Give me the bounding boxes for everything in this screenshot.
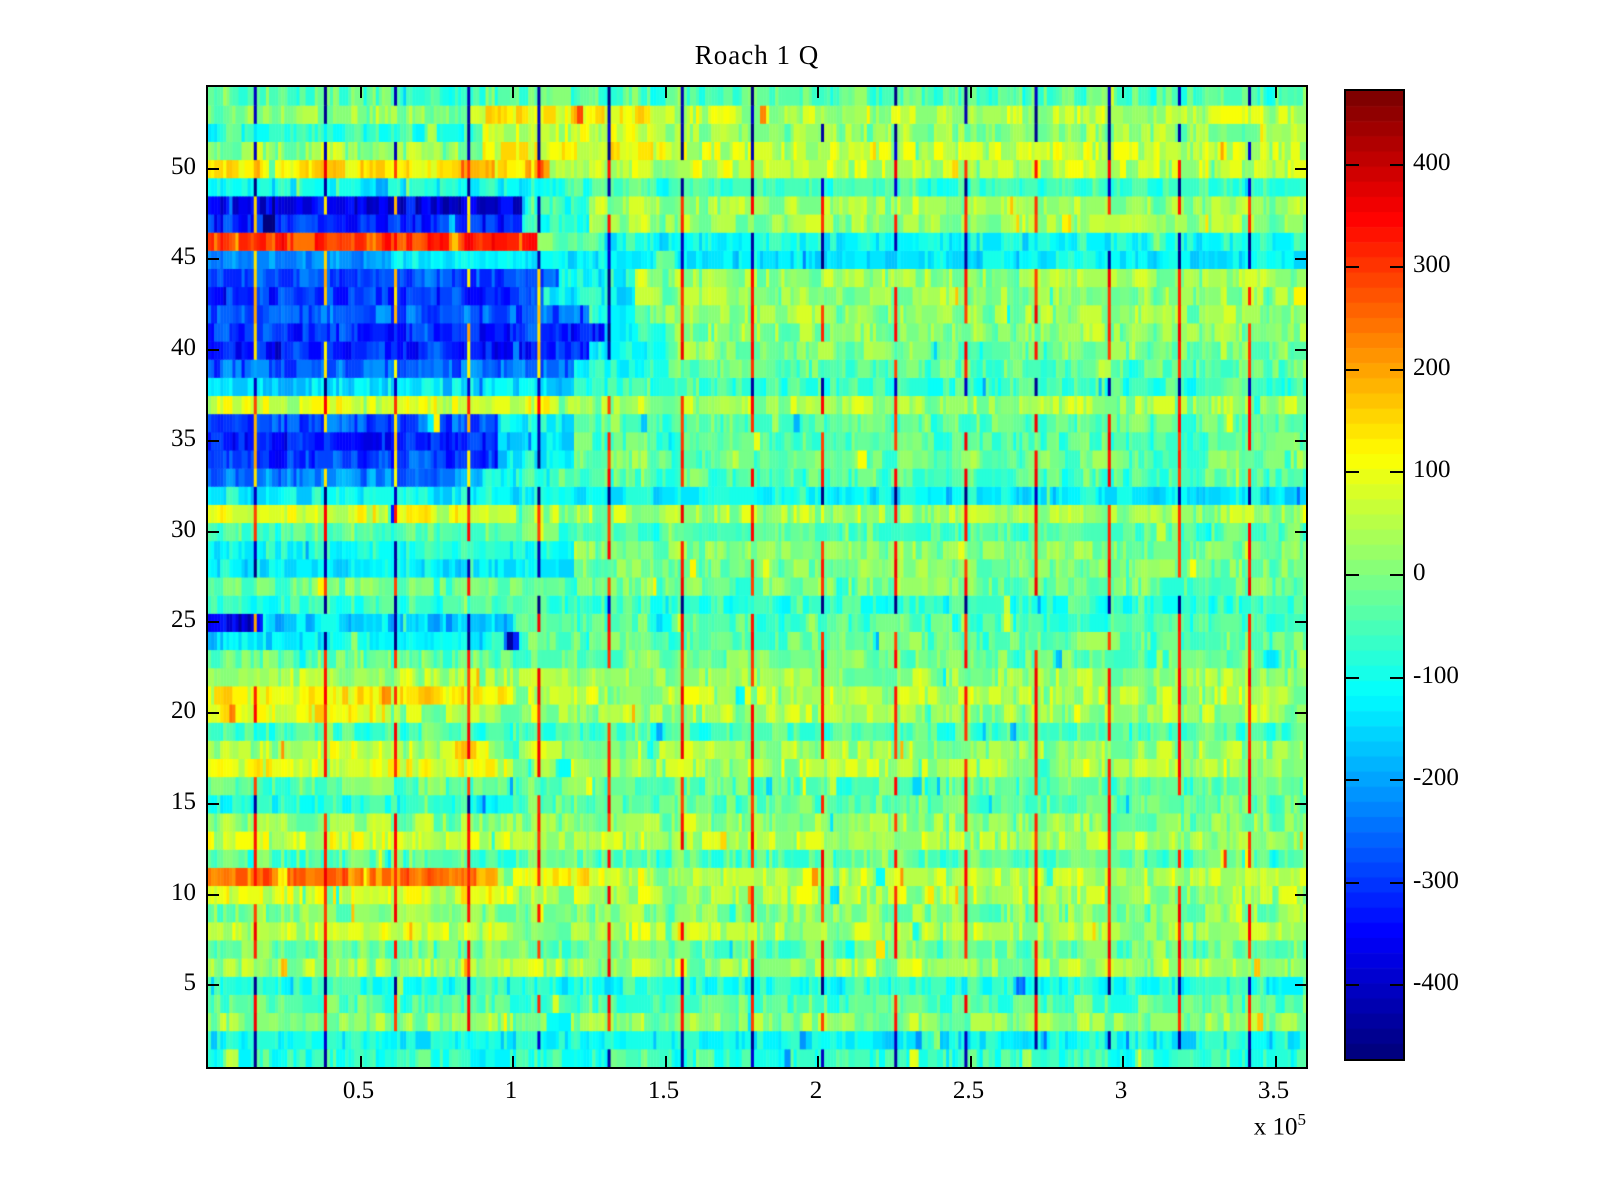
y-tick-mark [208, 802, 219, 805]
x-tick-mark [359, 87, 362, 98]
colorbar-tick-mark [1390, 368, 1403, 371]
colorbar-tick-mark [1390, 676, 1403, 679]
x-tick-mark [664, 1056, 667, 1067]
x-tick-mark [1122, 1056, 1124, 1067]
y-tick-label: 45 [171, 243, 196, 271]
y-tick-label: 25 [171, 606, 196, 634]
y-tick-mark [208, 349, 219, 352]
y-tick-label: 35 [171, 424, 196, 452]
x-tick-mark [512, 87, 514, 98]
colorbar [1344, 89, 1405, 1061]
x-tick-mark [1122, 87, 1124, 98]
x-tick-mark [512, 1056, 514, 1067]
plot-area [206, 85, 1308, 1069]
y-tick-label: 5 [183, 969, 197, 997]
colorbar-tick-label: -300 [1413, 866, 1459, 894]
y-tick-mark [208, 984, 219, 987]
y-tick-mark [1295, 802, 1306, 805]
x-tick-label: 0.5 [342, 1077, 375, 1104]
chart-title: Roach 1 Q [694, 40, 820, 70]
x-tick-label: 2 [809, 1077, 823, 1104]
y-tick-mark [208, 893, 219, 896]
y-tick-mark [208, 530, 219, 533]
colorbar-tick-label: 300 [1413, 251, 1451, 279]
colorbar-tick-label: 400 [1413, 148, 1451, 176]
colorbar-tick-mark [1346, 471, 1359, 474]
y-tick-mark [1295, 258, 1306, 261]
colorbar-tick-mark [1390, 984, 1403, 987]
colorbar-tick-label: 0 [1413, 559, 1426, 586]
y-tick-mark [208, 439, 219, 442]
y-tick-label: 20 [171, 697, 196, 725]
y-tick-mark [1295, 893, 1306, 896]
x-tick-mark [1274, 87, 1277, 98]
y-tick-mark [1295, 984, 1306, 987]
colorbar-tick-mark [1390, 881, 1403, 884]
colorbar-tick-mark [1346, 163, 1359, 166]
colorbar-tick-mark [1346, 676, 1359, 679]
y-tick-label: 50 [171, 152, 196, 180]
y-tick-label: 30 [171, 515, 196, 543]
x-tick-mark [1274, 1056, 1277, 1067]
y-tick-mark [1295, 349, 1306, 352]
y-tick-label: 40 [171, 334, 196, 362]
y-tick-mark [208, 258, 219, 261]
x-tick-label: 3 [1114, 1077, 1128, 1104]
colorbar-tick-label: 200 [1413, 353, 1451, 381]
x-tick-mark [664, 87, 667, 98]
x-axis-exponent-label: x 105 [1150, 1110, 1306, 1141]
colorbar-tick-mark [1390, 471, 1403, 474]
x-tick-mark [969, 87, 972, 98]
y-tick-mark [1295, 621, 1306, 624]
x-tick-label: 2.5 [952, 1077, 985, 1104]
x-axis-exponent-base: x 10 [1253, 1113, 1298, 1141]
colorbar-tick-label: -100 [1413, 661, 1459, 689]
y-tick-mark [1295, 167, 1306, 170]
y-tick-mark [208, 167, 219, 170]
y-tick-mark [208, 712, 219, 715]
colorbar-tick-mark [1390, 266, 1403, 269]
x-tick-mark [359, 1056, 362, 1067]
colorbar-tick-mark [1390, 574, 1403, 576]
y-tick-label: 15 [171, 787, 196, 815]
x-tick-mark [817, 1056, 819, 1067]
colorbar-tick-mark [1346, 574, 1359, 576]
x-tick-label: 1 [504, 1077, 518, 1104]
y-tick-mark [208, 621, 219, 624]
colorbar-tick-mark [1346, 881, 1359, 884]
colorbar-tick-label: -200 [1413, 764, 1459, 792]
colorbar-tick-mark [1390, 779, 1403, 782]
colorbar-tick-mark [1346, 779, 1359, 782]
x-tick-label: 3.5 [1257, 1077, 1290, 1104]
colorbar-tick-label: -400 [1413, 969, 1459, 997]
heatmap-canvas [208, 87, 1306, 1067]
x-tick-mark [817, 87, 819, 98]
x-tick-mark [969, 1056, 972, 1067]
y-tick-mark [1295, 530, 1306, 533]
y-tick-label: 10 [171, 878, 196, 906]
y-tick-mark [1295, 439, 1306, 442]
x-tick-label: 1.5 [647, 1077, 680, 1104]
colorbar-tick-mark [1390, 163, 1403, 166]
colorbar-tick-mark [1346, 984, 1359, 987]
colorbar-tick-mark [1346, 266, 1359, 269]
colorbar-tick-label: 100 [1413, 456, 1451, 484]
y-tick-mark [1295, 712, 1306, 715]
x-axis-exponent-power: 5 [1297, 1110, 1307, 1129]
colorbar-tick-mark [1346, 368, 1359, 371]
